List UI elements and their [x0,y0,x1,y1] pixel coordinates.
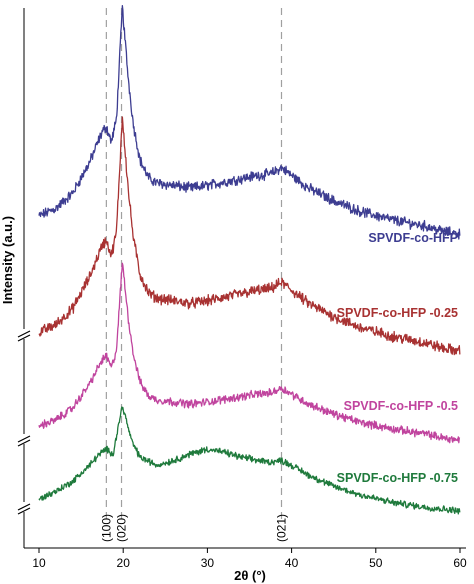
peak-label: (020) [115,514,129,542]
x-tick-label: 20 [117,556,131,570]
series-label: SPVDF-co-HFP -0.5 [344,399,458,413]
axes [23,8,466,549]
y-axis-breaks [17,329,31,515]
series-label: SPVDF-co-HFP -0.75 [337,471,458,485]
axis-break [17,502,31,515]
series-line [38,262,461,444]
reference-lines: (100) (020) (021) [99,8,288,542]
series-label: SPVDF-co-HFP [368,231,458,245]
series-label: SPVDF-co-HFP -0.25 [337,306,458,320]
peak-label: (100) [99,514,113,542]
series-line [38,116,461,356]
x-tick-label: 50 [369,556,383,570]
series-line [38,406,461,515]
x-tick-label: 30 [201,556,215,570]
series-group [38,5,461,515]
x-tick-label: 40 [285,556,299,570]
series-labels: SPVDF-co-HFP SPVDF-co-HFP -0.25 SPVDF-co-H… [337,231,458,485]
x-axis-title: 2θ (°) [234,568,266,583]
y-axis-title: Intensity (a.u.) [0,216,15,304]
axis-break [17,329,31,342]
x-tick-label: 10 [32,556,46,570]
peak-label: (021) [274,514,288,542]
x-tick-label: 60 [453,556,467,570]
series-line [38,5,461,240]
x-ticks: 10 20 30 40 50 60 [32,548,467,570]
axis-break [17,434,31,447]
